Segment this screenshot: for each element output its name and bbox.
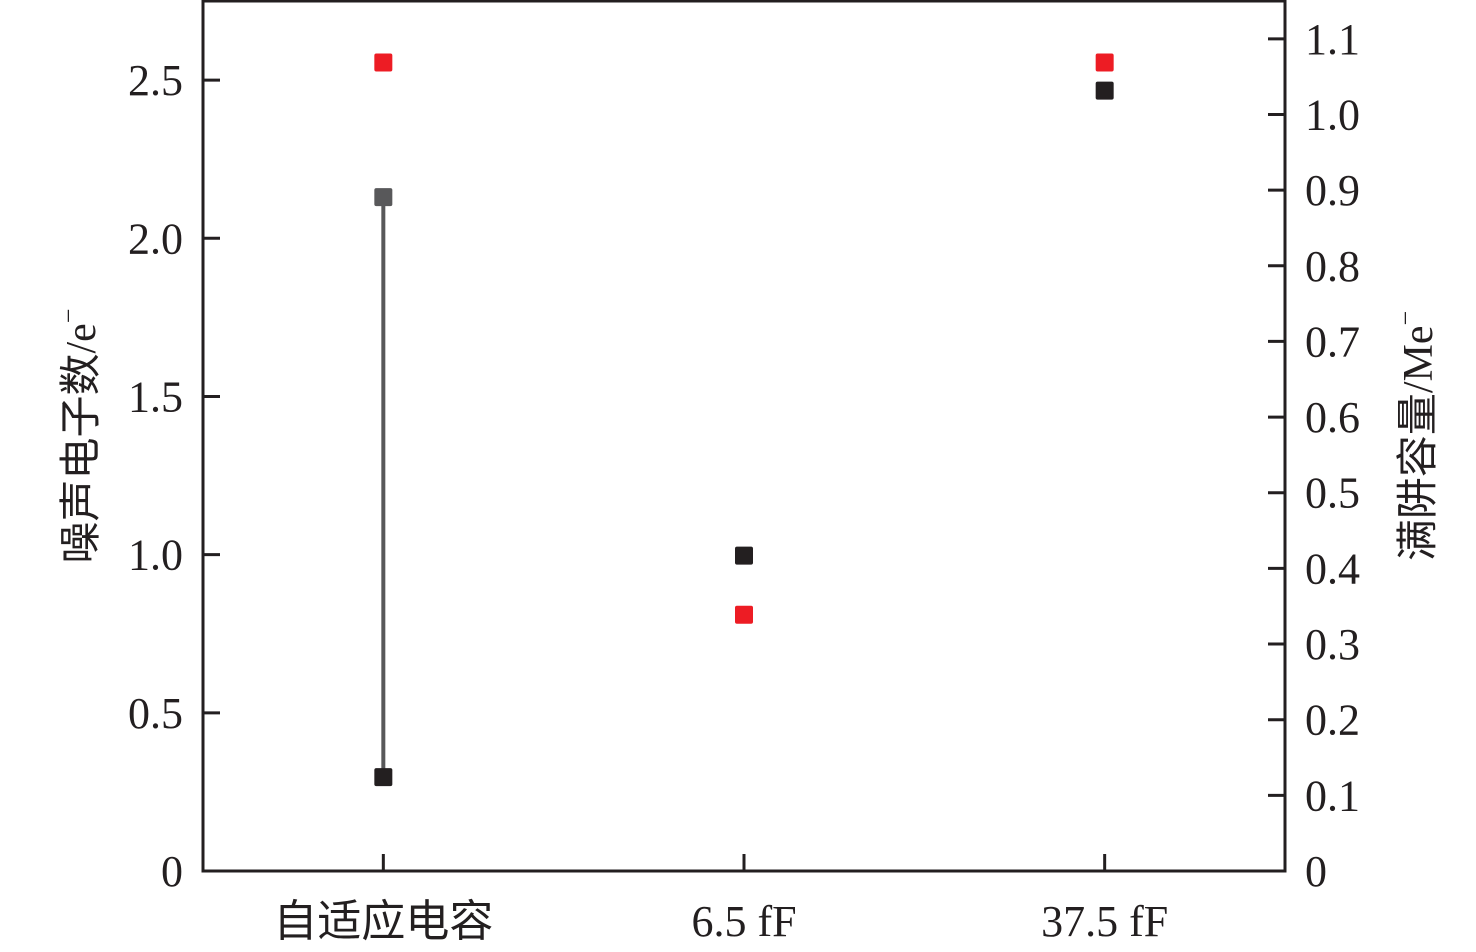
chart-marks xyxy=(374,53,1114,787)
noise-data-point xyxy=(1095,81,1114,100)
left-axis-tick-label: 1.0 xyxy=(128,531,183,580)
right-axis-tick-label: 0.1 xyxy=(1305,771,1360,820)
right-axis-tick-label: 1.0 xyxy=(1305,90,1360,139)
noise-data-point xyxy=(735,546,753,565)
right-axis-title: 满阱容量/Me− xyxy=(1391,311,1442,561)
right-axis-tick-label: 0.7 xyxy=(1305,317,1360,366)
right-axis-tick-label: 0.8 xyxy=(1305,242,1360,291)
noise-data-point xyxy=(374,768,393,787)
full-well-data-point xyxy=(735,605,753,624)
right-axis-tick-label: 0.3 xyxy=(1305,620,1360,669)
plot-frame xyxy=(201,0,1287,873)
left-axis-tick-label: 2.5 xyxy=(128,56,183,105)
x-axis-tick-label: 自适应电容 xyxy=(273,897,493,946)
right-axis-tick-label: 0.2 xyxy=(1305,696,1360,745)
right-axis-tick-label: 0 xyxy=(1305,847,1327,896)
x-axis-tick-label: 37.5 fF xyxy=(1041,897,1168,946)
left-axis-tick-label: 0 xyxy=(161,847,183,896)
right-axis-tick-label: 0.5 xyxy=(1305,469,1360,518)
left-axis-title: 噪声电子数/e− xyxy=(54,309,105,564)
right-axis-tick-label: 0.6 xyxy=(1305,393,1360,442)
right-axis-tick-label: 1.1 xyxy=(1305,15,1360,64)
full-well-data-point xyxy=(1095,53,1114,72)
left-axis-tick-label: 2.0 xyxy=(128,214,183,263)
full-well-data-point xyxy=(374,53,393,72)
axes: 0 0.5 1.0 1.5 2.0 2.5 0 0.1 0.2 0.3 0.4 0.5 0.6 0.7 0.… xyxy=(128,15,1360,946)
x-axis-tick-label: 6.5 fF xyxy=(691,897,796,946)
left-axis-tick-label: 0.5 xyxy=(128,689,183,738)
range-bar-high-point xyxy=(374,188,393,207)
left-axis-tick-label: 1.5 xyxy=(128,372,183,421)
right-axis-tick-label: 0.4 xyxy=(1305,544,1360,593)
right-axis-tick-label: 0.9 xyxy=(1305,166,1360,215)
